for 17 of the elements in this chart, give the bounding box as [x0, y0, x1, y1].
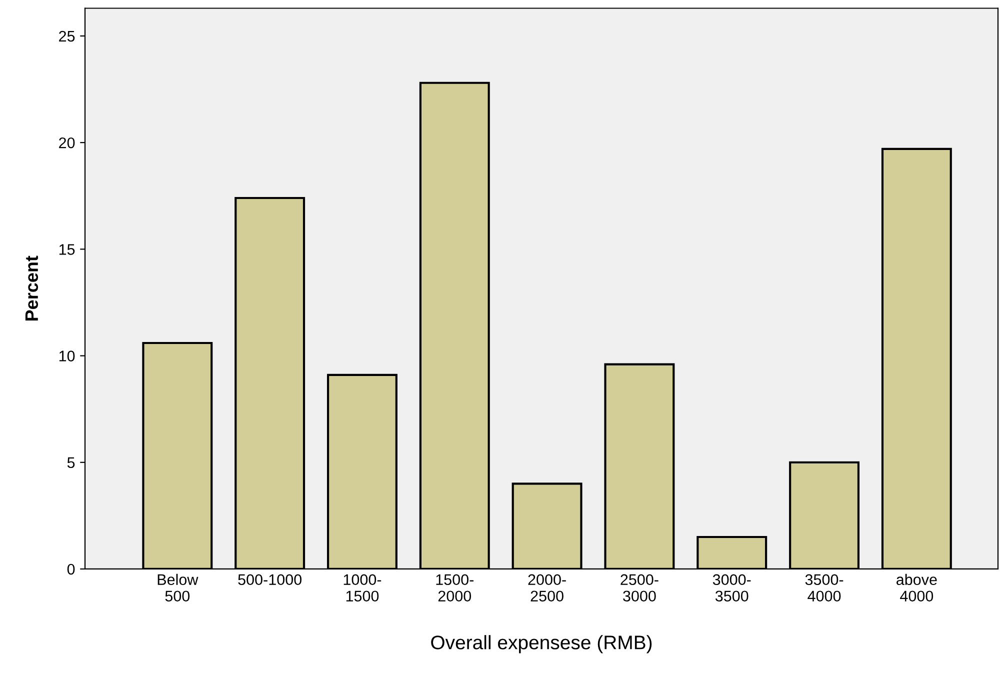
y-tick-label: 20 — [59, 137, 75, 148]
x-tick-label: 3500- 4000 — [805, 574, 844, 602]
y-tick-label: 25 — [59, 30, 75, 42]
x-tick-label: 1500- 2000 — [436, 574, 474, 602]
x-tick-label: Below 500 — [158, 574, 198, 602]
y-axis-title: Percent — [25, 256, 38, 321]
y-tick-label: 5 — [67, 457, 75, 468]
y-tick-label: 15 — [59, 244, 75, 255]
x-tick-label: above 4000 — [896, 574, 937, 602]
y-tick-label: 0 — [67, 564, 75, 575]
x-axis-title: Overall expensese (RMB) — [431, 635, 652, 654]
y-tick-label: 10 — [59, 350, 75, 362]
x-tick-label: 3000- 3500 — [712, 574, 751, 602]
x-tick-label: 2000- 2500 — [528, 574, 566, 602]
x-tick-label: 2500- 3000 — [620, 574, 658, 602]
x-tick-label: 500-1000 — [238, 574, 302, 586]
x-tick-label: 1000- 1500 — [344, 574, 382, 602]
